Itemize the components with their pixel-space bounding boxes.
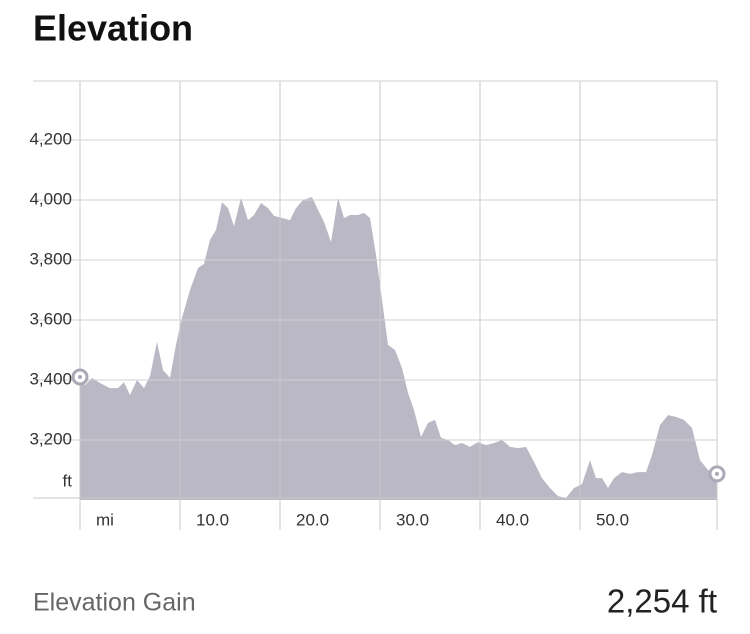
x-tick-label: 20.0 — [296, 510, 329, 529]
start-marker-dot — [78, 375, 82, 379]
x-tick-label: 30.0 — [396, 510, 429, 529]
stat-label: Elevation Gain — [33, 589, 196, 617]
y-tick-label: 3,200 — [29, 429, 72, 448]
stat-value: 2,254 ft — [607, 583, 717, 620]
x-tick-label: 40.0 — [496, 510, 529, 529]
y-axis-unit: ft — [63, 471, 73, 490]
y-tick-label: 3,400 — [29, 369, 72, 388]
y-tick-label: 3,600 — [29, 309, 72, 328]
chart-title: Elevation — [33, 8, 193, 49]
x-tick-label: 10.0 — [196, 510, 229, 529]
x-axis-unit: mi — [96, 510, 114, 529]
elevation-area — [80, 197, 717, 500]
y-tick-label: 4,000 — [29, 189, 72, 208]
end-marker-dot — [715, 471, 719, 476]
x-tick-label: 50.0 — [596, 510, 629, 529]
y-tick-label: 3,800 — [29, 249, 72, 268]
y-tick-label: 4,200 — [29, 129, 72, 148]
